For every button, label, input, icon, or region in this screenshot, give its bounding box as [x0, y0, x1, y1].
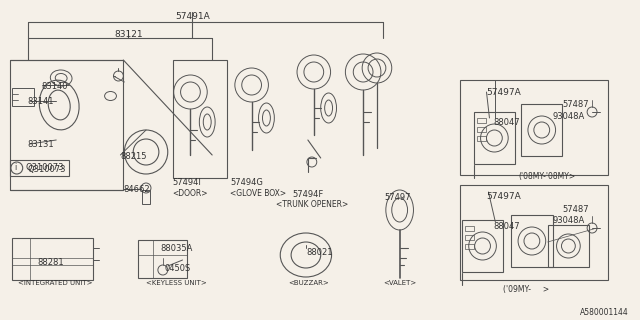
Text: 88021: 88021: [306, 248, 332, 257]
Text: 57487: 57487: [563, 100, 589, 109]
Text: 93048A: 93048A: [552, 216, 585, 225]
Text: 57494G: 57494G: [230, 178, 263, 187]
Text: 88047: 88047: [493, 222, 520, 231]
Text: <KEYLESS UNIT>: <KEYLESS UNIT>: [146, 280, 207, 286]
Bar: [460, 185, 608, 280]
Text: i: i: [15, 163, 17, 172]
Bar: [477, 127, 486, 132]
Text: <TRUNK OPENER>: <TRUNK OPENER>: [276, 200, 349, 209]
Bar: [138, 240, 188, 278]
Text: 93048A: 93048A: [552, 112, 585, 121]
Text: 88281: 88281: [38, 258, 64, 267]
Bar: [465, 235, 474, 240]
Bar: [12, 238, 93, 280]
Text: 83141: 83141: [28, 97, 54, 106]
Bar: [12, 88, 33, 106]
Text: Q310073: Q310073: [28, 165, 66, 174]
Bar: [173, 60, 227, 178]
Bar: [477, 118, 486, 123]
Bar: [460, 80, 608, 175]
Text: ('08MY-'08MY>: ('08MY-'08MY>: [518, 172, 575, 181]
Text: <GLOVE BOX>: <GLOVE BOX>: [230, 189, 286, 198]
Bar: [521, 104, 563, 156]
Text: 57494F: 57494F: [292, 190, 323, 199]
Bar: [465, 226, 474, 231]
Text: 57497A: 57497A: [486, 88, 521, 97]
Text: Q310073: Q310073: [26, 163, 64, 172]
Text: 83140: 83140: [42, 82, 68, 91]
Text: 84662: 84662: [124, 185, 150, 194]
Bar: [511, 215, 552, 267]
Text: <BUZZAR>: <BUZZAR>: [288, 280, 329, 286]
Bar: [142, 190, 150, 204]
Text: 57494I: 57494I: [173, 178, 202, 187]
Text: 57497A: 57497A: [486, 192, 521, 201]
Text: <VALET>: <VALET>: [383, 280, 416, 286]
Bar: [477, 136, 486, 141]
Bar: [10, 160, 69, 176]
Text: 57497: 57497: [385, 193, 412, 202]
Text: 57487: 57487: [563, 205, 589, 214]
Text: <DOOR>: <DOOR>: [173, 189, 208, 198]
Bar: [10, 60, 124, 190]
Bar: [462, 220, 503, 272]
Text: 83131: 83131: [28, 140, 54, 149]
Text: 88215: 88215: [120, 152, 147, 161]
Text: <INTEGRATED UNIT>: <INTEGRATED UNIT>: [18, 280, 92, 286]
Bar: [548, 225, 589, 267]
Bar: [474, 112, 515, 164]
Bar: [465, 244, 474, 249]
Text: 83121: 83121: [114, 30, 143, 39]
Text: A580001144: A580001144: [580, 308, 629, 317]
Text: 88047: 88047: [493, 118, 520, 127]
Text: 0450S: 0450S: [164, 264, 191, 273]
Text: 88035A: 88035A: [161, 244, 193, 253]
Text: ('09MY-     >: ('09MY- >: [503, 285, 549, 294]
Text: 57491A: 57491A: [175, 12, 210, 21]
